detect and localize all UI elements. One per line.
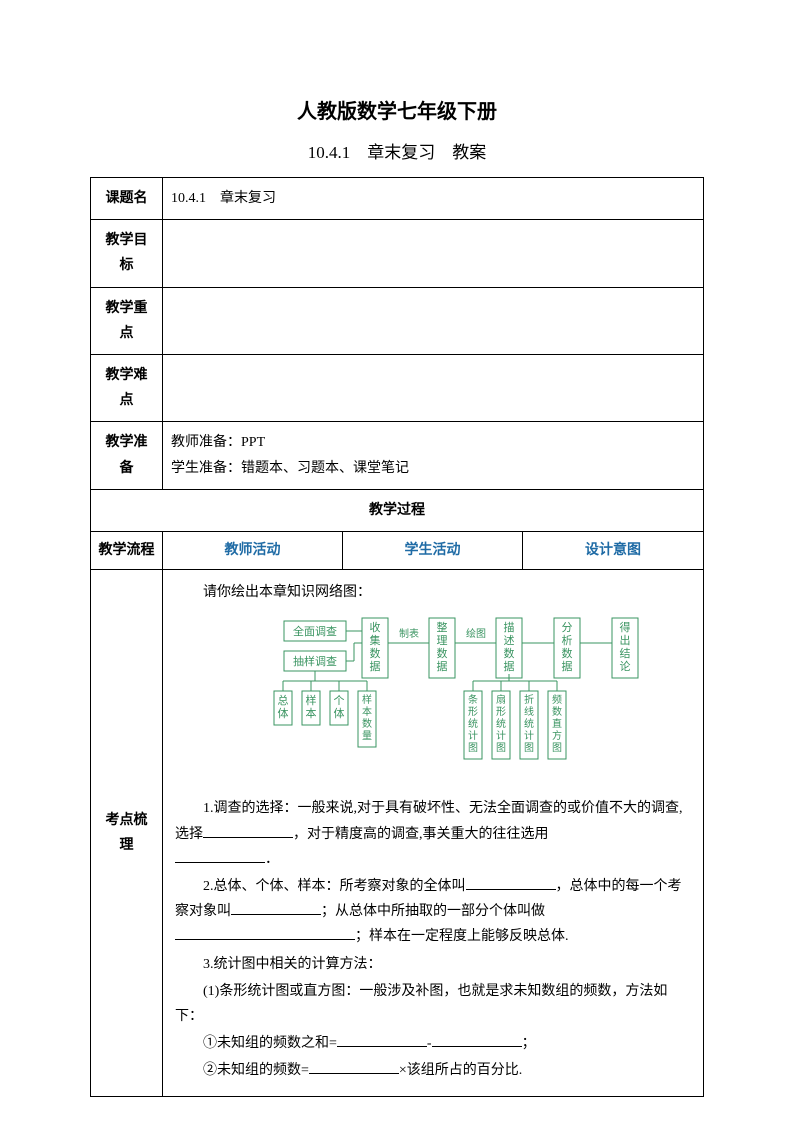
sub-title: 10.4.1 章末复习 教案 xyxy=(90,138,704,163)
diagram-svg: 全面调查抽样调查收集数据整理数据描述数据分析数据得出结论制表绘图总体样本个体样本… xyxy=(264,613,659,773)
svg-text:样本: 样本 xyxy=(305,693,316,720)
paragraph-6: ②未知组的频数= ×该组所占的百分比. xyxy=(175,1058,691,1083)
p6b: ×该组所占的百分比. xyxy=(399,1063,522,1078)
p1b: ，对于精度高的调查,事关重大的往往选用 xyxy=(293,827,549,842)
blank-field xyxy=(175,924,355,940)
table-row: 课题名 10.4.1 章末复习 xyxy=(91,178,704,220)
table-row: 教学流程 教师活动 学生活动 设计意图 xyxy=(91,531,704,569)
topic-label: 课题名 xyxy=(91,178,163,220)
paragraph-2: 2.总体、个体、样本：所考察对象的全体叫，总体中的每一个考察对象叫；从总体中所抽… xyxy=(175,874,691,950)
table-row: 教学目标 xyxy=(91,220,704,287)
prep-line1: 教师准备：PPT xyxy=(171,430,695,455)
student-activity-header: 学生活动 xyxy=(343,531,523,569)
paragraph-5: ①未知组的频数之和=-； xyxy=(175,1031,691,1056)
blank-field xyxy=(309,1058,399,1074)
svg-text:收集数据: 收集数据 xyxy=(369,620,380,673)
table-row: 教学重点 xyxy=(91,287,704,354)
blank-field xyxy=(432,1031,522,1047)
svg-text:条形统计图: 条形统计图 xyxy=(468,693,478,754)
process-header: 教学过程 xyxy=(91,489,704,531)
svg-text:描述数据: 描述数据 xyxy=(503,620,514,673)
difficulty-value xyxy=(163,354,704,421)
prep-line2: 学生准备：错题本、习题本、课堂笔记 xyxy=(171,456,695,481)
svg-text:频数直方图: 频数直方图 xyxy=(552,693,562,754)
lesson-plan-table: 课题名 10.4.1 章末复习 教学目标 教学重点 教学难点 教学准备 教师准备… xyxy=(90,177,704,1097)
svg-text:抽样调查: 抽样调查 xyxy=(293,654,337,668)
table-row: 教学准备 教师准备：PPT 学生准备：错题本、习题本、课堂笔记 xyxy=(91,422,704,489)
difficulty-label: 教学难点 xyxy=(91,354,163,421)
focus-value xyxy=(163,287,704,354)
flow-label: 教学流程 xyxy=(91,531,163,569)
goal-label: 教学目标 xyxy=(91,220,163,287)
design-intent-header: 设计意图 xyxy=(523,531,704,569)
paragraph-3: 3.统计图中相关的计算方法： xyxy=(175,952,691,977)
p6a: ②未知组的频数= xyxy=(203,1063,309,1078)
svg-text:扇形统计图: 扇形统计图 xyxy=(496,693,506,754)
blank-field xyxy=(203,822,293,838)
intro-text: 请你绘出本章知识网络图： xyxy=(175,580,691,605)
p2a: 2.总体、个体、样本：所考察对象的全体叫 xyxy=(203,879,466,894)
p5a: ①未知组的频数之和= xyxy=(203,1036,337,1051)
teacher-activity-header: 教师活动 xyxy=(163,531,343,569)
svg-text:折线统计图: 折线统计图 xyxy=(524,693,534,754)
svg-text:整理数据: 整理数据 xyxy=(436,620,447,673)
prep-value: 教师准备：PPT 学生准备：错题本、习题本、课堂笔记 xyxy=(163,422,704,489)
p1c: ． xyxy=(265,852,279,867)
goal-value xyxy=(163,220,704,287)
keypoint-label: 考点梳理 xyxy=(91,570,163,1096)
p2d: ；样本在一定程度上能够反映总体. xyxy=(355,929,569,944)
p5c: ； xyxy=(522,1036,536,1051)
table-row: 教学过程 xyxy=(91,489,704,531)
table-row: 教学难点 xyxy=(91,354,704,421)
blank-field xyxy=(466,874,556,890)
knowledge-network-diagram: 全面调查抽样调查收集数据整理数据描述数据分析数据得出结论制表绘图总体样本个体样本… xyxy=(236,613,631,782)
svg-text:制表: 制表 xyxy=(399,627,419,640)
keypoint-content: 请你绘出本章知识网络图： 全面调查抽样调查收集数据整理数据描述数据分析数据得出结… xyxy=(163,570,704,1096)
focus-label: 教学重点 xyxy=(91,287,163,354)
svg-text:绘图: 绘图 xyxy=(466,627,486,640)
table-row: 考点梳理 请你绘出本章知识网络图： 全面调查抽样调查收集数据整理数据描述数据分析… xyxy=(91,570,704,1096)
prep-label: 教学准备 xyxy=(91,422,163,489)
blank-field xyxy=(337,1031,427,1047)
svg-text:全面调查: 全面调查 xyxy=(293,624,337,638)
paragraph-4: (1)条形统计图或直方图：一般涉及补图，也就是求未知数组的频数，方法如下： xyxy=(175,979,691,1029)
topic-value: 10.4.1 章末复习 xyxy=(163,178,704,220)
svg-text:总体: 总体 xyxy=(277,693,288,720)
svg-text:样本数量: 样本数量 xyxy=(362,693,372,742)
blank-field xyxy=(231,899,321,915)
paragraph-1: 1.调查的选择：一般来说,对于具有破坏性、无法全面调查的或价值不大的调查,选择，… xyxy=(175,796,691,872)
main-title: 人教版数学七年级下册 xyxy=(90,95,704,124)
p4: (1)条形统计图或直方图：一般涉及补图，也就是求未知数组的频数，方法如下： xyxy=(175,984,667,1024)
blank-field xyxy=(175,847,265,863)
p2c: ；从总体中所抽取的一部分个体叫做 xyxy=(321,904,545,919)
